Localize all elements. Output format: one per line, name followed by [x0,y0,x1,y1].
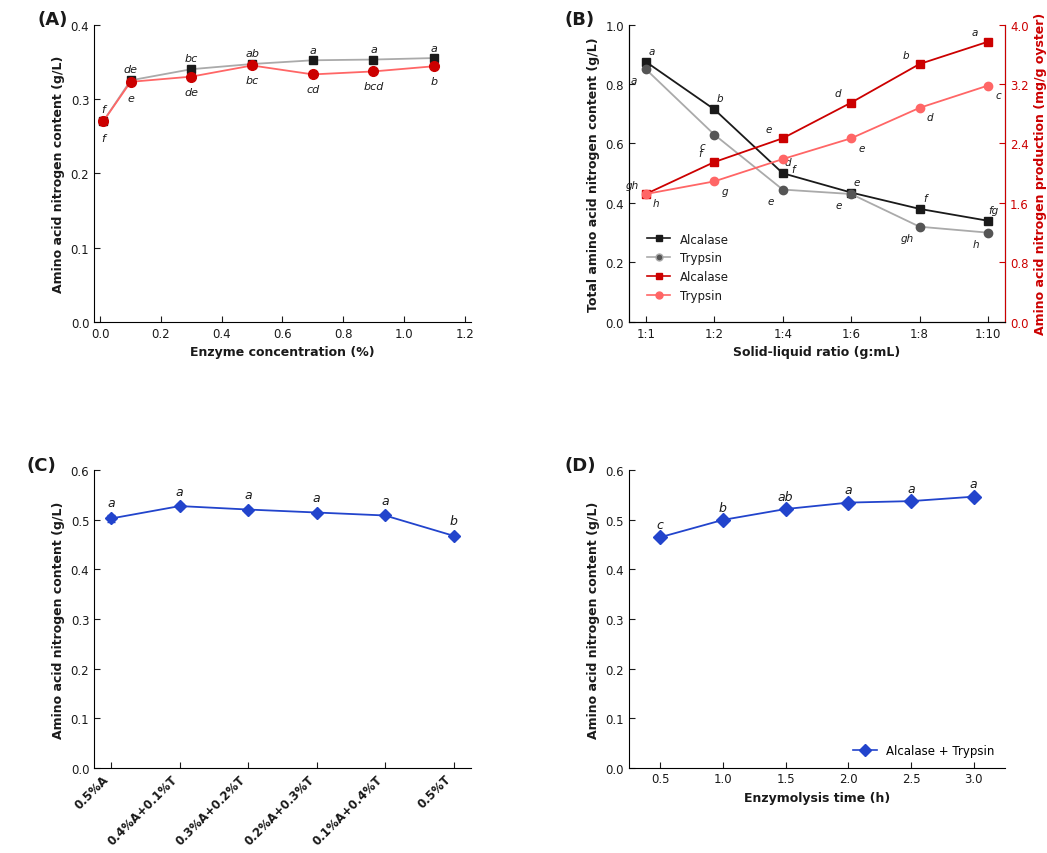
Text: fg: fg [988,206,999,216]
Text: a: a [907,482,915,495]
Text: bc: bc [184,55,198,64]
Text: (D): (D) [564,456,596,474]
Text: a: a [648,47,654,57]
Legend: Alcalase + Trypsin: Alcalase + Trypsin [848,740,999,762]
Text: b: b [716,95,723,104]
Text: g: g [721,187,728,196]
Text: (C): (C) [26,456,57,474]
X-axis label: Solid-liquid ratio (g:mL): Solid-liquid ratio (g:mL) [733,345,900,359]
Text: e: e [767,196,774,206]
Text: de: de [184,88,198,98]
Text: f: f [923,194,927,204]
Text: e: e [128,94,134,104]
Text: a: a [370,45,377,55]
Text: e: e [859,143,865,154]
Text: a: a [381,495,388,508]
Text: a: a [972,28,978,38]
Text: a: a [244,489,252,502]
Text: d: d [834,89,841,99]
Text: (B): (B) [564,11,595,29]
Text: d: d [927,113,933,123]
Text: f: f [102,105,106,114]
X-axis label: Enzyme concentration (%): Enzyme concentration (%) [191,345,375,359]
Text: e: e [853,177,860,188]
Text: a: a [108,496,115,509]
Text: a: a [845,484,852,496]
Y-axis label: Amino acid nitrogen content (g/L): Amino acid nitrogen content (g/L) [586,501,600,738]
Text: c: c [656,519,664,531]
Text: gh: gh [900,234,914,243]
Legend: Alcalase, Trypsin, Alcalase, Trypsin: Alcalase, Trypsin, Alcalase, Trypsin [642,229,734,308]
Text: bc: bc [245,76,259,86]
Text: (A): (A) [38,11,68,29]
Text: gh: gh [625,180,639,190]
Text: f: f [792,165,795,174]
Text: a: a [309,46,316,56]
Text: e: e [765,125,773,135]
Text: a: a [313,491,320,504]
Text: f: f [102,134,106,144]
Text: h: h [652,200,660,209]
Text: c: c [699,142,705,151]
Text: a: a [176,485,183,498]
Text: b: b [903,50,909,61]
Text: h: h [973,240,979,249]
Text: e: e [836,200,842,211]
Text: c: c [996,91,1001,101]
Text: ab: ab [778,490,794,503]
Text: a: a [630,76,637,86]
Text: a: a [430,44,438,54]
Text: f: f [698,148,703,159]
Text: cd: cd [306,85,319,95]
Y-axis label: Total amino acid nitrogen content (g/L): Total amino acid nitrogen content (g/L) [586,37,600,311]
Text: bcd: bcd [363,82,383,92]
Y-axis label: Amino acid nitrogen content (g/L): Amino acid nitrogen content (g/L) [52,55,65,293]
Text: ab: ab [245,49,259,59]
Text: b: b [449,514,458,528]
Text: d: d [785,158,792,168]
Text: a: a [970,478,978,490]
Text: b: b [430,77,438,87]
Y-axis label: Amino acid nitrogen production (mg/g oyster): Amino acid nitrogen production (mg/g oys… [1034,13,1047,335]
X-axis label: Enzymolysis time (h): Enzymolysis time (h) [743,791,890,804]
Text: b: b [719,501,727,514]
Text: de: de [124,65,137,74]
Y-axis label: Amino acid nitrogen content (g/L): Amino acid nitrogen content (g/L) [52,501,65,738]
